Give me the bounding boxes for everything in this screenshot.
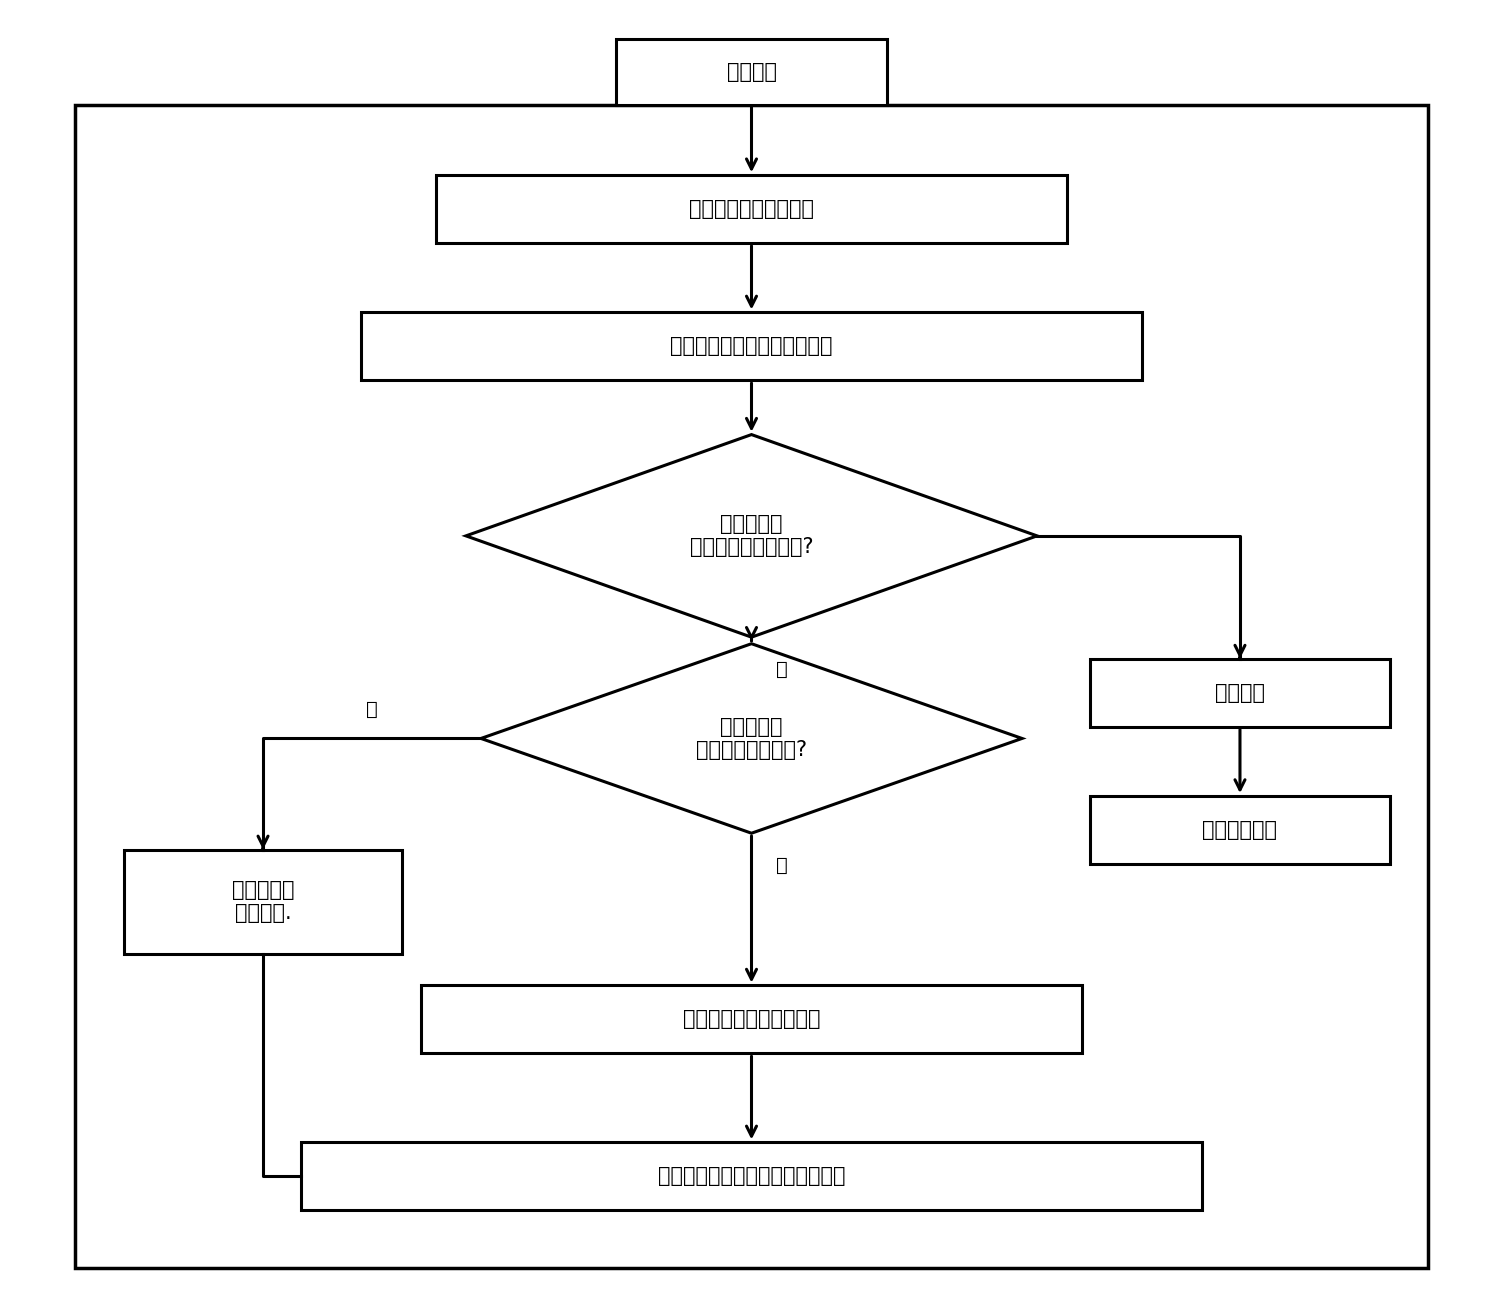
Bar [436, 175, 1067, 243]
Text: 比较信号设定值与信号检测值: 比较信号设定值与信号检测值 [670, 336, 833, 357]
Polygon shape [481, 644, 1022, 834]
Bar [75, 105, 1428, 1268]
Text: 信号检测部件检测信号: 信号检测部件检测信号 [688, 199, 815, 220]
Text: 显示警告信息: 显示警告信息 [1202, 819, 1278, 840]
Text: 维持系统的
当前状态.: 维持系统的 当前状态. [231, 880, 295, 924]
Polygon shape [466, 434, 1037, 638]
Text: 是: 是 [776, 856, 788, 876]
Bar [421, 985, 1082, 1053]
Text: 驱动系统: 驱动系统 [726, 61, 777, 82]
Text: 否: 否 [367, 701, 377, 719]
Text: 停止系统: 停止系统 [1214, 682, 1266, 703]
Bar [1090, 659, 1390, 727]
Bar [1090, 796, 1390, 864]
Bar [123, 850, 401, 954]
Text: 在控制部计算信号的差值: 在控制部计算信号的差值 [682, 1009, 821, 1030]
Text: 检测信号是
否与设定值有差异?: 检测信号是 否与设定值有差异? [696, 716, 807, 761]
Bar [361, 312, 1142, 380]
Bar [301, 1142, 1202, 1210]
Bar [616, 39, 887, 105]
Text: 根据信号的差值适当控制控制部件: 根据信号的差值适当控制控制部件 [658, 1166, 845, 1187]
Text: 否: 否 [776, 660, 788, 680]
Text: 检测信号是
否超出设定值的范围?: 检测信号是 否超出设定值的范围? [690, 514, 813, 558]
